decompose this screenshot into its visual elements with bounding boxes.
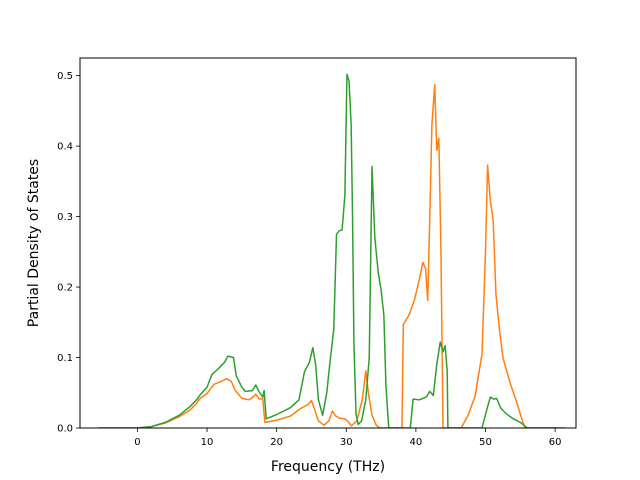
y-tick-label: 0.0 [57,424,73,435]
plot-frame [79,57,577,429]
series-line-2 [99,73,566,428]
x-tick-label: 60 [549,437,562,448]
y-tick-label: 0.2 [57,283,73,294]
x-tick-label: 30 [340,437,353,448]
x-tick-label: 50 [479,437,492,448]
ticks-layer: 0 10 20 30 40 50 60 0.0 0.1 0.2 0.3 0.4 0.5 [57,71,561,448]
y-tick-label: 0.1 [57,353,73,364]
y-axis-label: Partial Density of States [26,159,42,327]
x-axis-label: Frequency (THz) [271,459,385,475]
x-tick-label: 40 [410,437,423,448]
y-tick-label: 0.4 [57,142,73,153]
x-tick-label: 10 [201,437,214,448]
x-tick-label: 20 [270,437,283,448]
y-tick-label: 0.5 [57,71,73,82]
series-line-1 [99,84,556,428]
series-layer [99,73,566,428]
x-tick-label: 0 [134,437,140,448]
y-tick-label: 0.3 [57,212,73,223]
